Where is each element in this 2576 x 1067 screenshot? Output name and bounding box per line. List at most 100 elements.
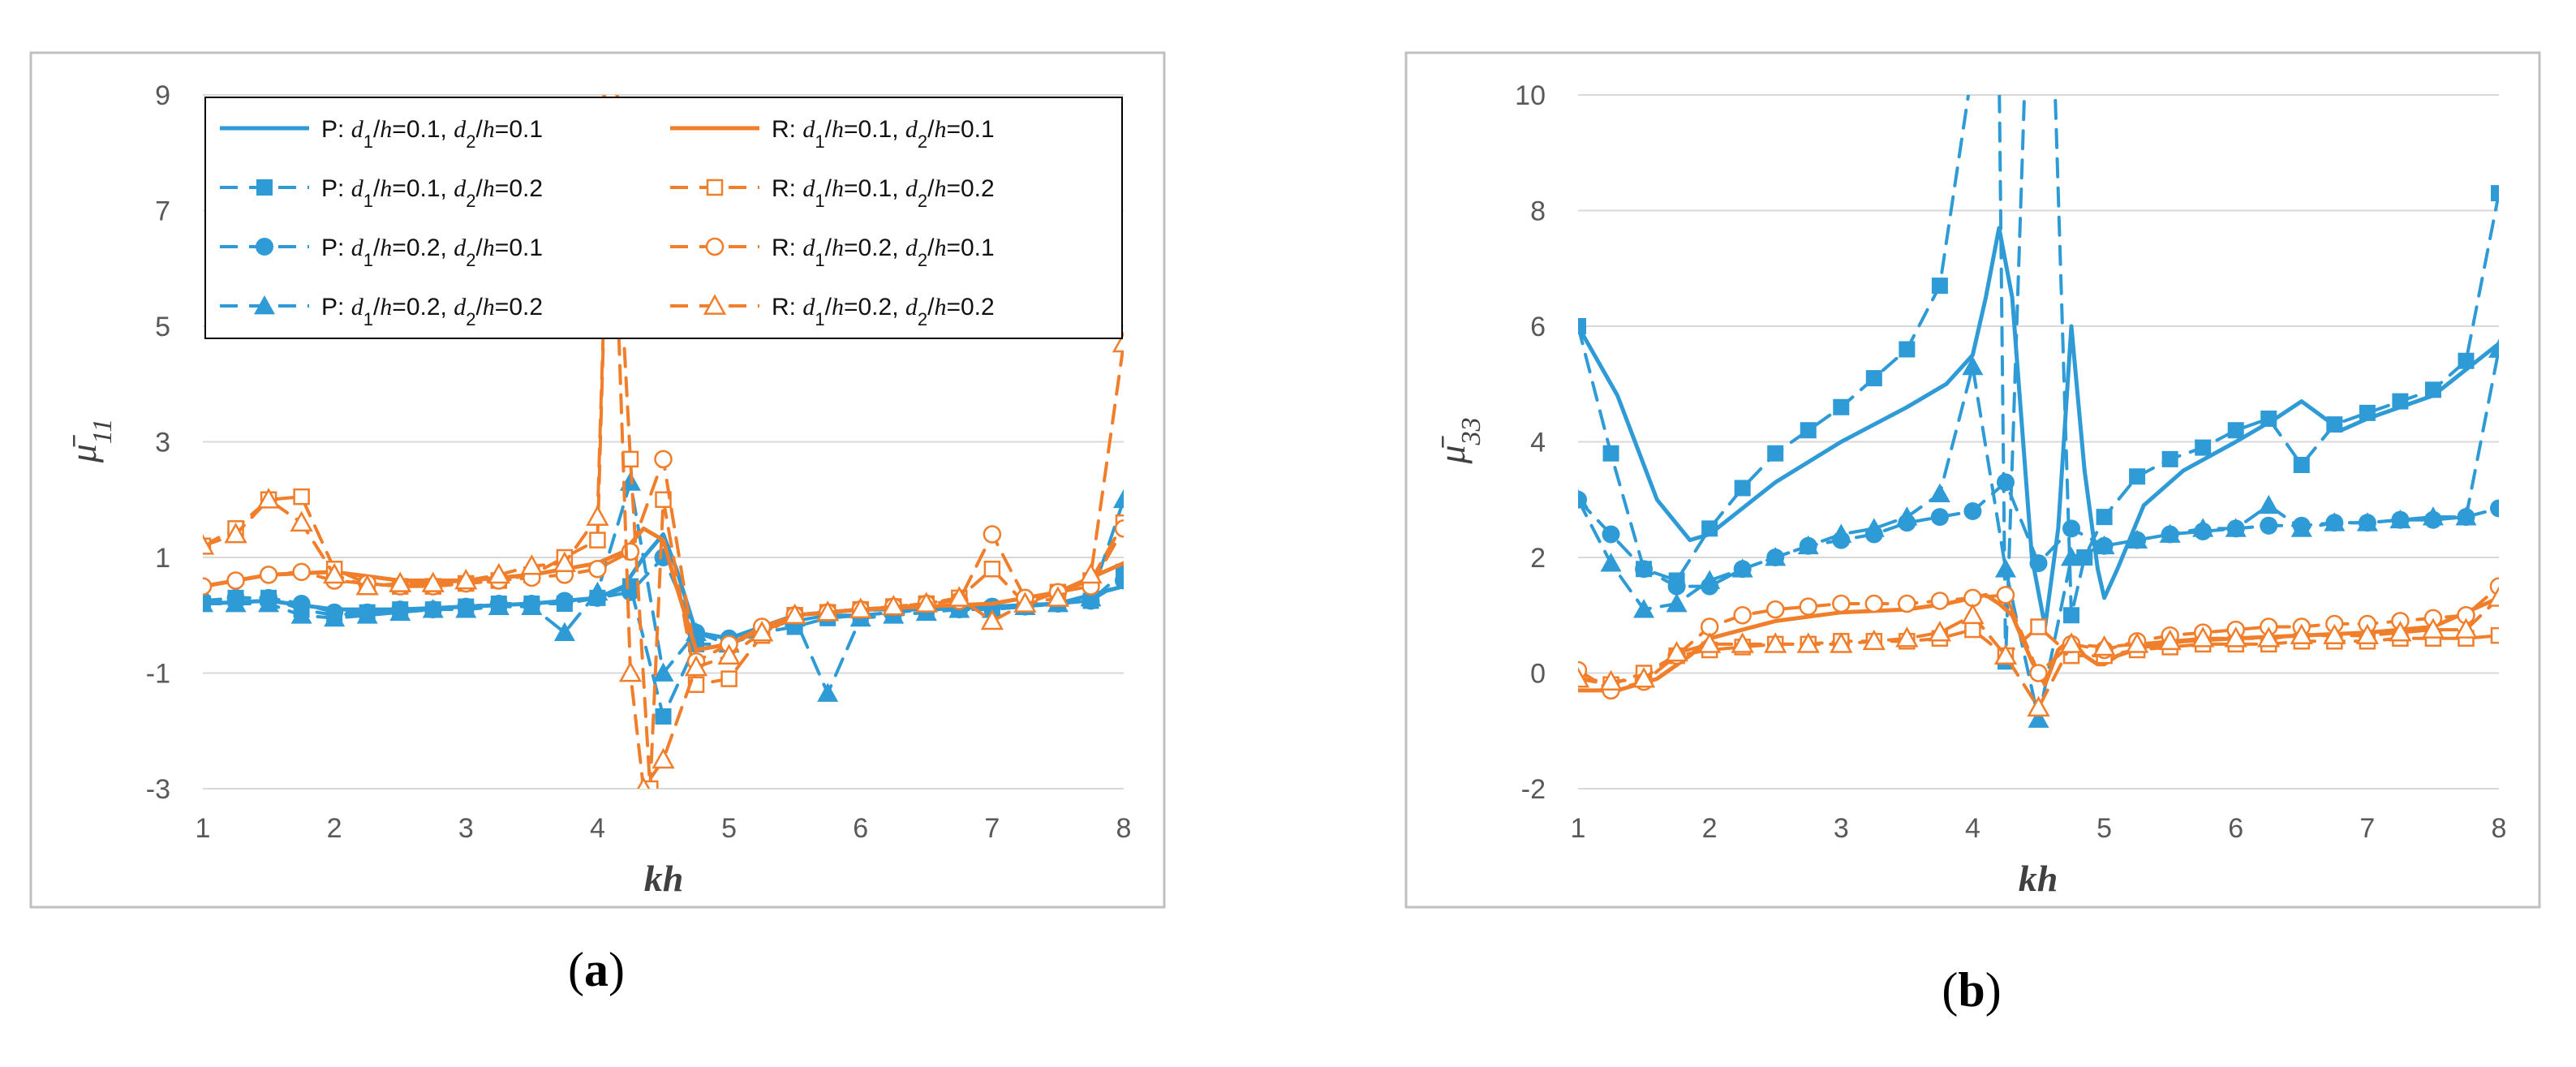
caption-b: (b) bbox=[1942, 963, 2001, 1017]
data-point bbox=[256, 488, 281, 509]
y-tick-label: -1 bbox=[146, 659, 170, 690]
data-point bbox=[1963, 502, 1982, 520]
data-point bbox=[2454, 617, 2478, 639]
data-point bbox=[1930, 592, 1950, 610]
data-point bbox=[655, 708, 672, 725]
data-point bbox=[1733, 606, 1752, 625]
data-point bbox=[455, 599, 477, 618]
data-point bbox=[618, 660, 643, 682]
data-point bbox=[1113, 488, 1124, 509]
data-point bbox=[1115, 571, 1124, 590]
x-tick-label: 8 bbox=[2492, 813, 2507, 844]
data-point bbox=[1996, 586, 2015, 604]
data-point bbox=[587, 581, 609, 601]
data-point bbox=[1633, 599, 1655, 618]
data-point bbox=[983, 561, 1001, 578]
data-point bbox=[356, 604, 378, 624]
legend-label: R: d1/h=0.2, d2/h=0.2 bbox=[772, 294, 995, 329]
chart-frame-b bbox=[1404, 51, 2541, 909]
data-point bbox=[2029, 554, 2048, 573]
data-point bbox=[2224, 626, 2247, 648]
legend-marker bbox=[254, 295, 275, 315]
data-point bbox=[2421, 617, 2445, 639]
data-point bbox=[422, 599, 444, 618]
y-tick-label: 10 bbox=[1515, 80, 1546, 111]
data-point bbox=[2029, 664, 2048, 682]
data-point bbox=[324, 607, 346, 627]
data-point bbox=[2458, 352, 2475, 369]
legend-box bbox=[204, 97, 1123, 339]
data-point bbox=[981, 599, 1003, 618]
data-point bbox=[2260, 516, 2278, 535]
data-point bbox=[2323, 623, 2346, 645]
x-tick-label: 4 bbox=[1965, 813, 1980, 844]
data-point bbox=[2161, 450, 2178, 467]
y-tick-label: 1 bbox=[155, 543, 170, 574]
legend-item: P: d1/h=0.2, d2/h=0.1 bbox=[220, 234, 543, 270]
data-point bbox=[553, 551, 577, 572]
data-point bbox=[637, 777, 651, 789]
data-point bbox=[589, 531, 606, 549]
data-point bbox=[1962, 355, 1984, 376]
data-point bbox=[750, 621, 774, 642]
data-point bbox=[2129, 468, 2146, 485]
data-point bbox=[2359, 404, 2376, 421]
legend-item: R: d1/h=0.2, d2/h=0.1 bbox=[670, 234, 995, 270]
y-tick-label: -2 bbox=[1521, 774, 1546, 805]
data-point bbox=[1765, 547, 1787, 566]
data-point bbox=[1046, 586, 1070, 607]
data-point bbox=[2096, 509, 2113, 526]
data-point bbox=[2093, 535, 2115, 555]
data-point bbox=[652, 747, 675, 769]
data-point bbox=[258, 593, 280, 613]
data-point bbox=[652, 662, 674, 682]
data-point bbox=[1895, 626, 1919, 648]
legend-item: P: d1/h=0.2, d2/h=0.2 bbox=[220, 294, 543, 329]
data-point bbox=[717, 643, 741, 665]
data-point bbox=[2195, 439, 2212, 456]
series-r-triangle-open bbox=[203, 95, 1124, 789]
data-point bbox=[720, 670, 738, 687]
x-tick-label: 6 bbox=[853, 813, 868, 844]
data-point bbox=[389, 601, 411, 622]
data-point bbox=[487, 562, 510, 584]
data-point bbox=[1994, 558, 2016, 578]
data-point bbox=[1830, 632, 1853, 653]
x-tick-label: 8 bbox=[1116, 813, 1132, 844]
data-point bbox=[2061, 547, 2083, 566]
legend-label: P: d1/h=0.2, d2/h=0.2 bbox=[321, 294, 543, 329]
legend-marker bbox=[256, 238, 273, 256]
data-point bbox=[1600, 553, 1622, 572]
data-point bbox=[2290, 518, 2312, 537]
y-tick-label: 4 bbox=[1530, 428, 1546, 458]
data-point bbox=[1896, 506, 1918, 526]
data-point bbox=[454, 568, 478, 590]
data-point bbox=[1666, 593, 1688, 613]
y-tick-label: -3 bbox=[146, 774, 170, 805]
series-line bbox=[1578, 596, 2499, 710]
data-point bbox=[259, 566, 278, 584]
legend-label: P: d1/h=0.2, d2/h=0.1 bbox=[321, 234, 543, 270]
data-point bbox=[1993, 643, 2018, 665]
data-point bbox=[2158, 629, 2182, 651]
series-p-square-filled bbox=[1578, 95, 2499, 670]
data-point bbox=[1602, 525, 1620, 544]
data-point bbox=[655, 491, 672, 508]
series-a bbox=[203, 95, 1124, 789]
data-point bbox=[2422, 506, 2444, 526]
data-point bbox=[1864, 594, 1884, 613]
legend-marker bbox=[256, 179, 273, 196]
data-point bbox=[290, 604, 312, 624]
data-point bbox=[225, 593, 247, 613]
series-p-triangle-filled bbox=[1578, 338, 2499, 728]
data-point bbox=[1930, 508, 1949, 527]
data-point bbox=[1929, 483, 1950, 503]
data-point bbox=[1699, 570, 1721, 589]
data-point bbox=[783, 603, 806, 625]
data-point bbox=[1931, 278, 1948, 295]
data-point bbox=[1578, 318, 1586, 334]
data-point bbox=[983, 525, 1002, 544]
y-tick-label: 7 bbox=[155, 196, 170, 227]
data-point bbox=[1667, 577, 1686, 596]
